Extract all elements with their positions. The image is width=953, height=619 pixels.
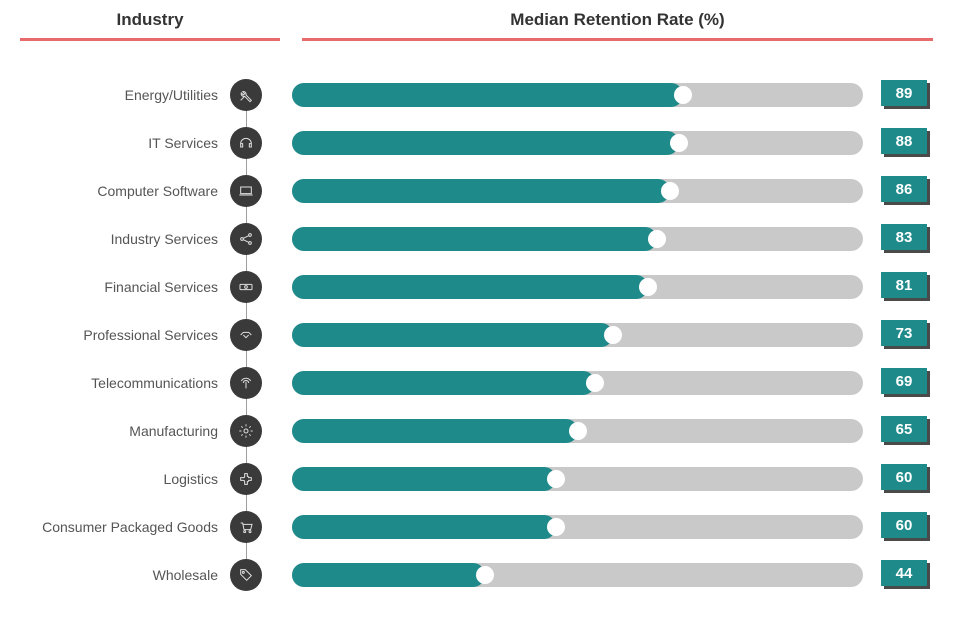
handshake-icon <box>230 319 262 351</box>
bar-fill <box>292 563 485 587</box>
rows-area: Energy/Utilities 89 IT Services 88 Computer … <box>20 71 933 599</box>
badge-value: 73 <box>881 320 927 346</box>
retention-bar <box>292 323 863 347</box>
bar-knob <box>648 230 666 248</box>
bar-fill <box>292 227 657 251</box>
retention-bar <box>292 227 863 251</box>
industry-label: Financial Services <box>20 279 230 295</box>
bar-knob <box>661 182 679 200</box>
tag-icon <box>230 559 262 591</box>
tools-icon <box>230 79 262 111</box>
industry-label: Manufacturing <box>20 423 230 439</box>
bar-fill <box>292 371 595 395</box>
laptop-icon <box>230 175 262 207</box>
data-row: Energy/Utilities 89 <box>20 71 933 119</box>
badge-value: 60 <box>881 512 927 538</box>
badge-value: 69 <box>881 368 927 394</box>
industry-label: IT Services <box>20 135 230 151</box>
data-row: Industry Services 83 <box>20 215 933 263</box>
banknote-icon <box>230 271 262 303</box>
badge-value: 81 <box>881 272 927 298</box>
data-row: Computer Software 86 <box>20 167 933 215</box>
bar-fill <box>292 467 556 491</box>
bar-fill <box>292 419 578 443</box>
badge-value: 88 <box>881 128 927 154</box>
industry-label: Computer Software <box>20 183 230 199</box>
bar-knob <box>476 566 494 584</box>
header-chart-col: Median Retention Rate (%) <box>302 10 933 41</box>
headset-icon <box>230 127 262 159</box>
data-row: Consumer Packaged Goods 60 <box>20 503 933 551</box>
industry-label: Professional Services <box>20 327 230 343</box>
industry-header-underline <box>20 38 280 41</box>
bar-fill <box>292 83 683 107</box>
value-badge: 86 <box>881 176 933 206</box>
bar-knob <box>547 518 565 536</box>
antenna-icon <box>230 367 262 399</box>
industry-label: Energy/Utilities <box>20 87 230 103</box>
value-badge: 83 <box>881 224 933 254</box>
value-badge: 88 <box>881 128 933 158</box>
bar-knob <box>586 374 604 392</box>
badge-value: 86 <box>881 176 927 202</box>
retention-bar <box>292 275 863 299</box>
value-badge: 73 <box>881 320 933 350</box>
cart-icon <box>230 511 262 543</box>
bar-knob <box>639 278 657 296</box>
industry-label: Industry Services <box>20 231 230 247</box>
chart-header-underline <box>302 38 933 41</box>
retention-bar <box>292 419 863 443</box>
bar-fill <box>292 275 648 299</box>
industry-label: Consumer Packaged Goods <box>20 519 230 535</box>
industry-label: Logistics <box>20 471 230 487</box>
retention-bar <box>292 83 863 107</box>
value-badge: 44 <box>881 560 933 590</box>
chart-container: Industry Median Retention Rate (%) Energ… <box>0 0 953 619</box>
bar-knob <box>674 86 692 104</box>
bar-knob <box>569 422 587 440</box>
bar-fill <box>292 131 679 155</box>
data-row: Telecommunications 69 <box>20 359 933 407</box>
data-row: Professional Services 73 <box>20 311 933 359</box>
badge-value: 60 <box>881 464 927 490</box>
gear-icon <box>230 415 262 447</box>
bar-fill <box>292 179 670 203</box>
data-row: Manufacturing 65 <box>20 407 933 455</box>
data-row: Wholesale 44 <box>20 551 933 599</box>
chart-header-label: Median Retention Rate (%) <box>302 10 933 38</box>
data-row: IT Services 88 <box>20 119 933 167</box>
data-row: Financial Services 81 <box>20 263 933 311</box>
retention-bar <box>292 371 863 395</box>
value-badge: 69 <box>881 368 933 398</box>
header-industry-col: Industry <box>20 10 280 41</box>
value-badge: 65 <box>881 416 933 446</box>
header-row: Industry Median Retention Rate (%) <box>20 10 933 41</box>
value-badge: 89 <box>881 80 933 110</box>
badge-value: 65 <box>881 416 927 442</box>
bar-fill <box>292 323 613 347</box>
data-row: Logistics 60 <box>20 455 933 503</box>
bar-knob <box>604 326 622 344</box>
badge-value: 83 <box>881 224 927 250</box>
puzzle-icon <box>230 463 262 495</box>
retention-bar <box>292 563 863 587</box>
share-icon <box>230 223 262 255</box>
value-badge: 60 <box>881 464 933 494</box>
retention-bar <box>292 179 863 203</box>
value-badge: 81 <box>881 272 933 302</box>
badge-value: 44 <box>881 560 927 586</box>
bar-knob <box>670 134 688 152</box>
bar-knob <box>547 470 565 488</box>
badge-value: 89 <box>881 80 927 106</box>
retention-bar <box>292 515 863 539</box>
industry-header-label: Industry <box>20 10 280 38</box>
industry-label: Wholesale <box>20 567 230 583</box>
retention-bar <box>292 131 863 155</box>
industry-label: Telecommunications <box>20 375 230 391</box>
bar-fill <box>292 515 556 539</box>
retention-bar <box>292 467 863 491</box>
value-badge: 60 <box>881 512 933 542</box>
